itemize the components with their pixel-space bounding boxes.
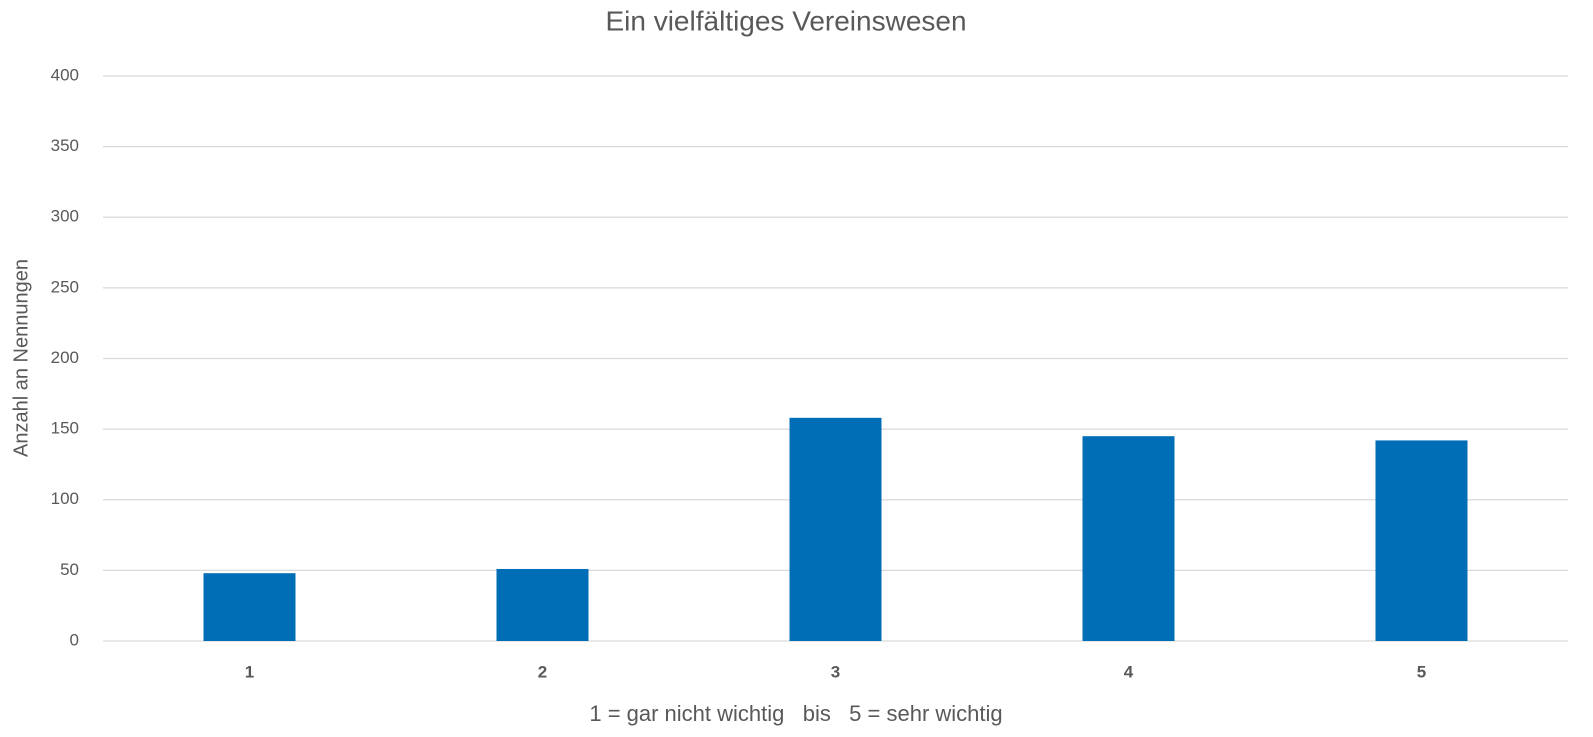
bar: [1375, 440, 1468, 641]
y-tick-label: 50: [60, 560, 79, 579]
y-tick-label: 350: [51, 136, 79, 155]
y-tick-label: 100: [51, 489, 79, 508]
x-tick-label: 5: [1417, 662, 1426, 681]
x-tick-label: 1: [245, 662, 254, 681]
y-tick-label: 400: [51, 65, 79, 84]
bar: [1082, 436, 1175, 641]
y-axis-label: Anzahl an Nennungen: [10, 259, 32, 457]
x-tick-label: 2: [538, 662, 547, 681]
bar: [203, 573, 296, 641]
y-tick-label: 300: [51, 207, 79, 226]
chart-title: Ein vielfältiges Vereinswesen: [605, 5, 966, 36]
x-axis-label: 1 = gar nicht wichtig bis 5 = sehr wicht…: [589, 701, 1002, 726]
y-tick-label: 200: [51, 348, 79, 367]
y-tick-label: 250: [51, 277, 79, 296]
x-tick-label: 3: [831, 662, 840, 681]
bar: [496, 568, 589, 641]
x-tick-label: 4: [1124, 662, 1134, 681]
y-tick-label: 150: [51, 419, 79, 438]
y-tick-label: 0: [70, 630, 79, 649]
bar: [789, 417, 882, 641]
